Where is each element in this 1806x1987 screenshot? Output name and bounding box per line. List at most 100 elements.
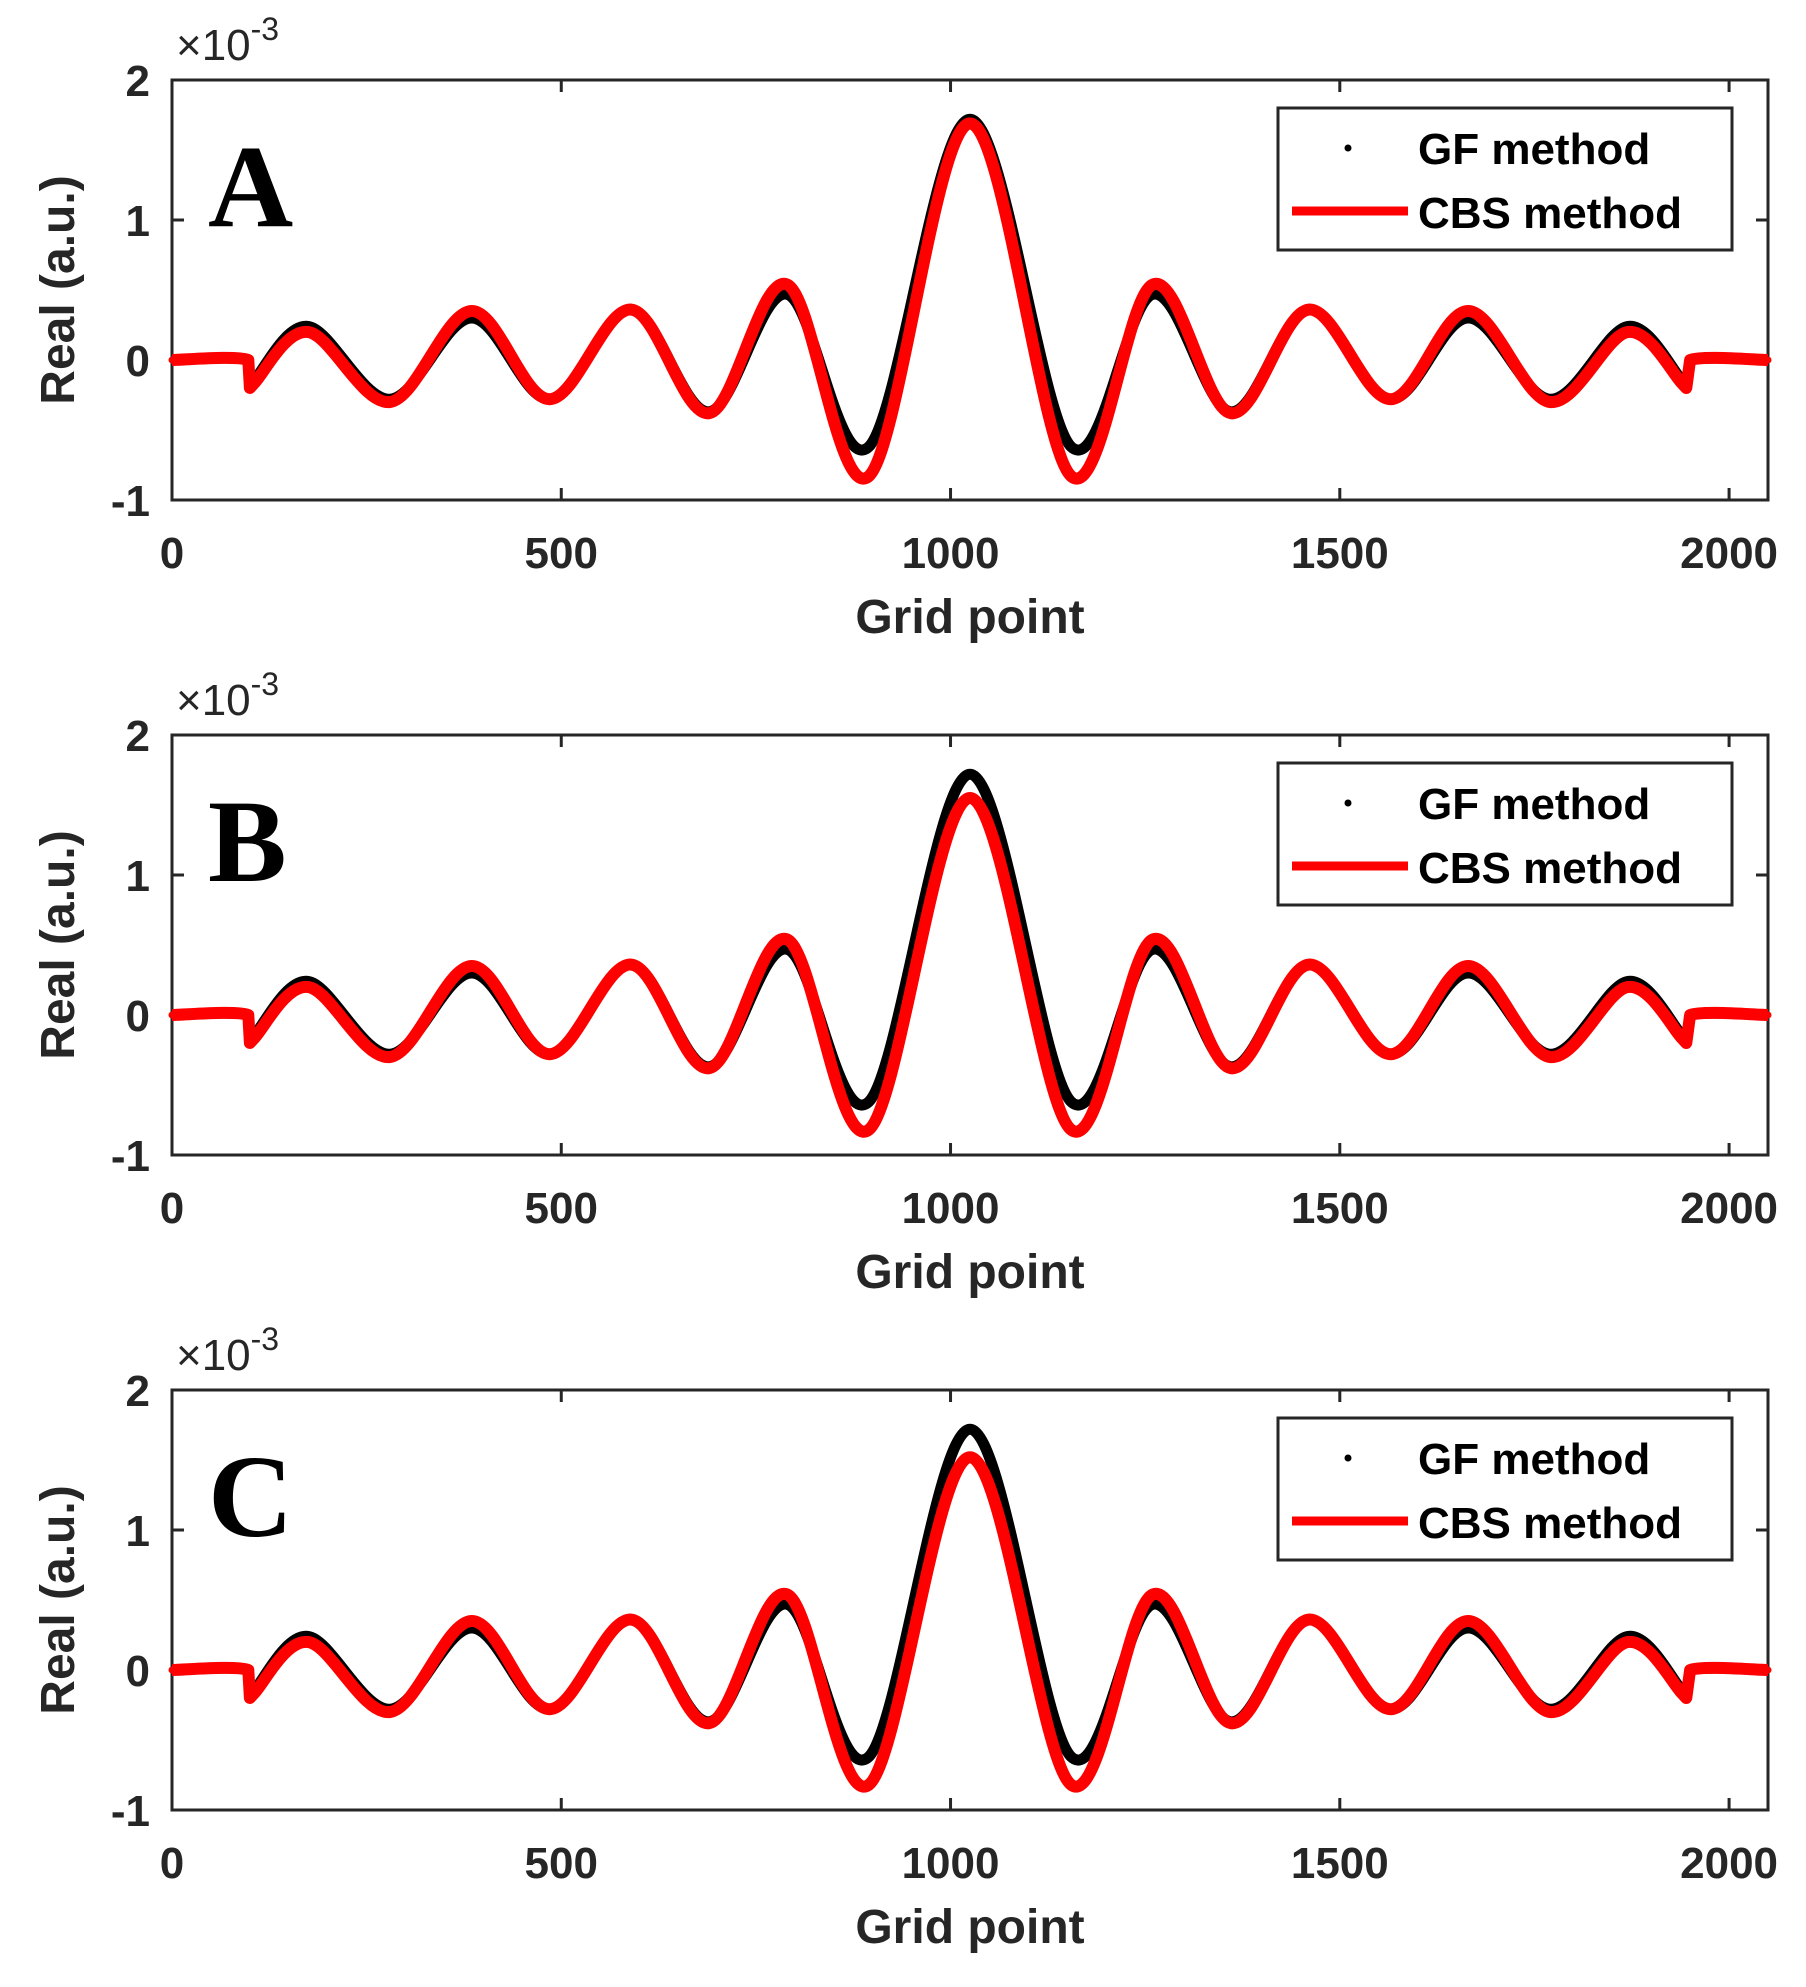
data-point — [1686, 356, 1694, 364]
legend-label-cbs-method: CBS method — [1418, 189, 1682, 238]
x-tick-label: 1000 — [902, 1839, 1000, 1888]
legend-box — [1276, 106, 1734, 252]
data-point — [865, 1126, 873, 1134]
y-tick-label: 1 — [126, 1507, 150, 1556]
data-point — [1305, 961, 1313, 969]
data-point — [1546, 1708, 1554, 1716]
data-point — [1227, 1719, 1235, 1727]
data-point — [386, 1708, 394, 1716]
y-tick-label: -1 — [111, 477, 150, 526]
exponent-base: ×10 — [176, 676, 251, 725]
data-point — [1227, 1064, 1235, 1072]
y-exponent-label: ×10-3 — [176, 11, 279, 70]
data-point — [1624, 1638, 1632, 1646]
legend-label-gf-method: GF method — [1418, 125, 1650, 174]
x-tick-label: 2000 — [1680, 529, 1778, 578]
legend-label-gf-method: GF method — [1418, 780, 1650, 829]
legend-marker-gf-method — [1344, 1454, 1352, 1462]
data-point — [468, 962, 476, 970]
data-point — [865, 1781, 873, 1789]
x-tick-label: 1000 — [902, 1184, 1000, 1233]
data-point — [627, 1616, 635, 1624]
data-point — [1546, 1053, 1554, 1061]
y-tick-label: 0 — [126, 992, 150, 1041]
data-point — [627, 306, 635, 314]
legend: GF method CBS method — [1276, 106, 1734, 252]
data-point — [468, 307, 476, 315]
x-tick-label: 0 — [160, 1184, 184, 1233]
panel-letter: A — [208, 121, 293, 252]
x-tick-label: 500 — [525, 1839, 598, 1888]
data-point — [705, 1719, 713, 1727]
data-point — [1068, 1753, 1075, 1760]
data-point — [250, 1035, 258, 1043]
exponent-power: -3 — [251, 666, 279, 702]
data-point — [1686, 1666, 1694, 1674]
y-tick-label: 0 — [126, 337, 150, 386]
data-point — [966, 1453, 974, 1461]
data-point — [1305, 1616, 1313, 1624]
data-point — [865, 472, 873, 480]
data-point — [244, 356, 252, 364]
y-exponent-label: ×10-3 — [176, 666, 279, 725]
y-tick-label: 2 — [126, 1367, 150, 1416]
legend-label-cbs-method: CBS method — [1418, 844, 1682, 893]
data-point — [468, 1617, 476, 1625]
exponent-power: -3 — [251, 1321, 279, 1357]
data-point — [1682, 1694, 1690, 1702]
legend-marker-gf-method — [1344, 144, 1352, 152]
data-point — [1682, 384, 1690, 392]
y-tick-label: 2 — [126, 712, 150, 761]
data-point — [783, 280, 791, 288]
data-point — [1068, 443, 1075, 450]
x-axis-label: Grid point — [855, 1246, 1084, 1299]
data-point — [1149, 935, 1157, 943]
x-tick-label: 0 — [160, 529, 184, 578]
data-point — [1305, 306, 1313, 314]
data-point — [1764, 1011, 1772, 1019]
x-tick-label: 1500 — [1291, 1184, 1389, 1233]
data-point — [1067, 1781, 1075, 1789]
data-point — [1764, 1666, 1772, 1674]
x-tick-label: 0 — [160, 1839, 184, 1888]
data-point — [1067, 1126, 1075, 1134]
data-point — [966, 794, 974, 802]
panel-letter: C — [208, 1431, 293, 1562]
data-point — [705, 409, 713, 417]
data-point — [865, 1753, 872, 1760]
data-point — [1624, 983, 1632, 991]
data-point — [865, 1098, 872, 1105]
data-point — [244, 1666, 252, 1674]
data-point — [168, 1011, 176, 1019]
data-point — [546, 1050, 554, 1058]
data-point — [1149, 1590, 1157, 1598]
y-tick-label: -1 — [111, 1132, 150, 1181]
data-point — [1386, 1050, 1394, 1058]
legend-box — [1276, 761, 1734, 907]
y-tick-label: 1 — [126, 852, 150, 901]
y-exponent-label: ×10-3 — [176, 1321, 279, 1380]
data-point — [1464, 1617, 1472, 1625]
data-point — [1686, 1011, 1694, 1019]
data-point — [1624, 328, 1632, 336]
data-point — [1227, 409, 1235, 417]
data-point — [386, 398, 394, 406]
exponent-power: -3 — [251, 11, 279, 47]
x-tick-label: 1000 — [902, 529, 1000, 578]
data-point — [304, 983, 312, 991]
y-axis-label: Real (a.u.) — [32, 175, 85, 404]
data-point — [244, 1011, 252, 1019]
data-point — [967, 1426, 973, 1433]
x-tick-label: 500 — [525, 529, 598, 578]
panel-letter: B — [208, 776, 287, 907]
y-tick-label: 0 — [126, 1647, 150, 1696]
data-point — [966, 119, 974, 127]
x-tick-label: 2000 — [1680, 1839, 1778, 1888]
data-point — [168, 1666, 176, 1674]
x-tick-label: 500 — [525, 1184, 598, 1233]
x-axis-label: Grid point — [855, 1901, 1084, 1954]
data-point — [546, 395, 554, 403]
data-point — [250, 1690, 258, 1698]
